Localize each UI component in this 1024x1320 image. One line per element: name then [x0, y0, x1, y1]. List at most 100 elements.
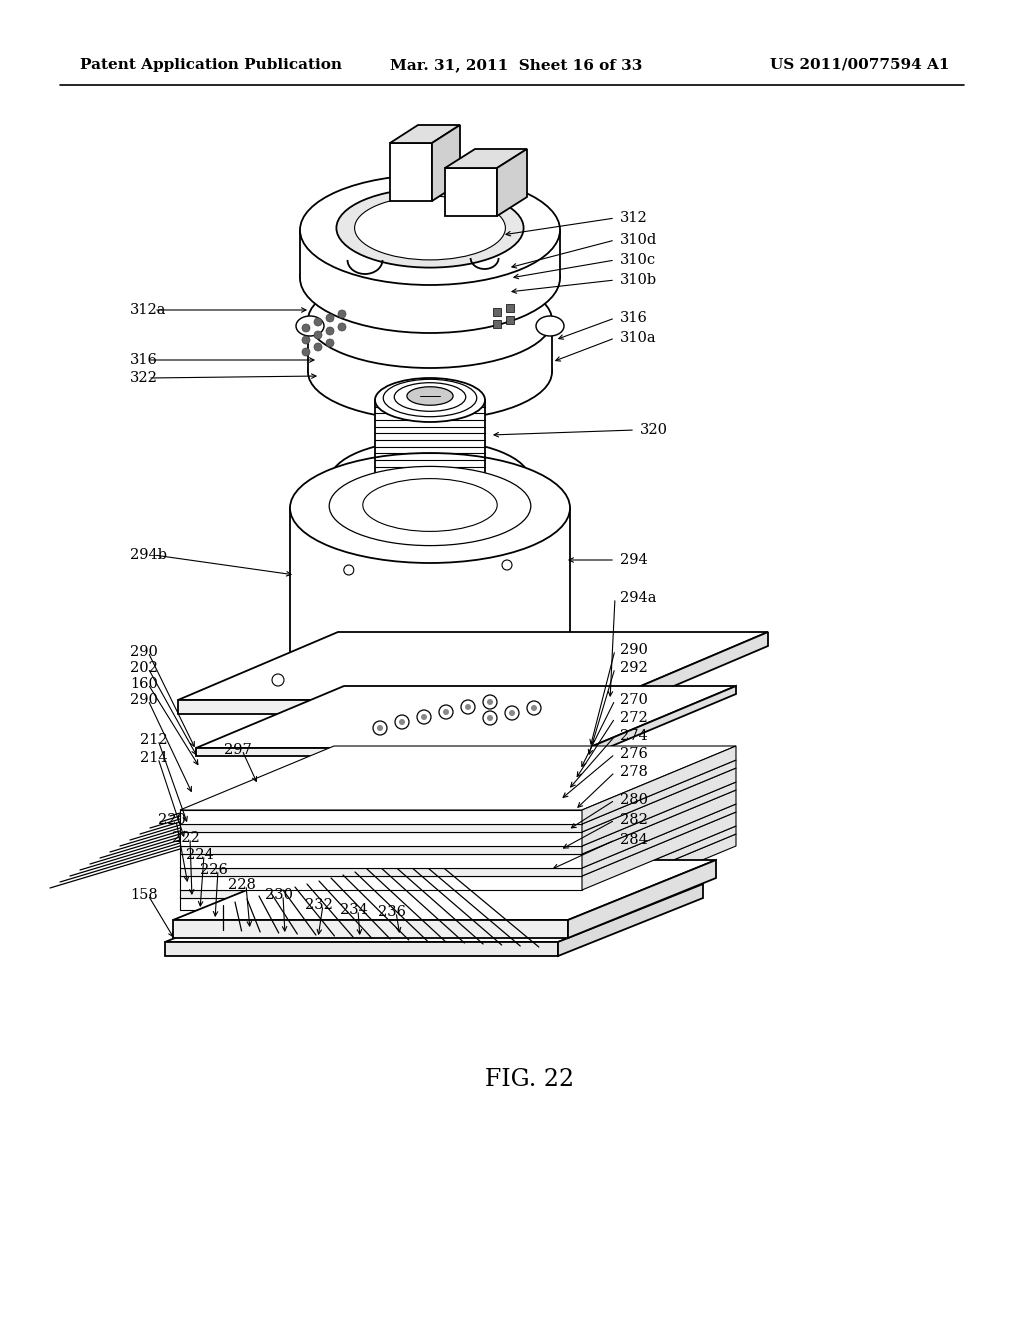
- Circle shape: [338, 310, 346, 318]
- Circle shape: [302, 337, 310, 345]
- Text: 222: 222: [172, 832, 200, 845]
- Circle shape: [368, 777, 373, 783]
- Polygon shape: [582, 812, 736, 890]
- Polygon shape: [568, 861, 716, 939]
- Text: 212: 212: [140, 733, 168, 747]
- Polygon shape: [180, 768, 736, 832]
- Polygon shape: [432, 125, 460, 201]
- Polygon shape: [582, 804, 736, 876]
- Circle shape: [272, 675, 284, 686]
- Circle shape: [364, 774, 376, 785]
- Polygon shape: [445, 149, 527, 168]
- Circle shape: [527, 701, 541, 715]
- Polygon shape: [180, 781, 736, 846]
- Circle shape: [417, 752, 429, 766]
- Text: 272: 272: [620, 711, 648, 725]
- Circle shape: [291, 784, 296, 789]
- Circle shape: [393, 771, 398, 776]
- Polygon shape: [180, 898, 582, 909]
- Text: 270: 270: [620, 693, 648, 708]
- Circle shape: [326, 339, 334, 347]
- Circle shape: [265, 800, 270, 805]
- Polygon shape: [588, 686, 736, 756]
- Polygon shape: [178, 700, 608, 714]
- Ellipse shape: [308, 323, 552, 420]
- Text: 278: 278: [620, 766, 648, 779]
- Circle shape: [393, 762, 398, 767]
- Circle shape: [364, 764, 376, 776]
- Polygon shape: [180, 876, 582, 890]
- Circle shape: [461, 700, 475, 714]
- Polygon shape: [375, 400, 485, 480]
- Circle shape: [312, 785, 324, 797]
- Ellipse shape: [375, 378, 485, 422]
- Polygon shape: [196, 686, 736, 748]
- Circle shape: [421, 756, 426, 762]
- Polygon shape: [582, 760, 736, 832]
- Text: 220: 220: [158, 813, 186, 828]
- Circle shape: [314, 343, 322, 351]
- Text: 202: 202: [130, 661, 158, 675]
- Text: 320: 320: [640, 422, 668, 437]
- Circle shape: [337, 780, 349, 792]
- Text: 310b: 310b: [620, 273, 657, 286]
- Polygon shape: [390, 125, 460, 143]
- Polygon shape: [180, 890, 582, 898]
- Circle shape: [509, 710, 515, 715]
- Bar: [506, 315, 514, 323]
- Text: 294b: 294b: [130, 548, 167, 562]
- Polygon shape: [558, 884, 703, 956]
- Polygon shape: [196, 748, 588, 756]
- Circle shape: [344, 565, 354, 576]
- Circle shape: [390, 758, 402, 770]
- Polygon shape: [180, 804, 736, 869]
- Text: 312: 312: [620, 211, 648, 224]
- Text: 284: 284: [620, 833, 648, 847]
- Circle shape: [465, 704, 471, 710]
- Text: 312a: 312a: [130, 304, 167, 317]
- Ellipse shape: [383, 379, 477, 417]
- Circle shape: [314, 318, 322, 326]
- Polygon shape: [165, 942, 558, 956]
- Text: Patent Application Publication: Patent Application Publication: [80, 58, 342, 73]
- Text: 276: 276: [620, 747, 648, 762]
- Ellipse shape: [329, 466, 530, 545]
- Text: 280: 280: [620, 793, 648, 807]
- Polygon shape: [290, 508, 570, 678]
- Circle shape: [287, 791, 299, 803]
- Circle shape: [487, 715, 493, 721]
- Ellipse shape: [300, 223, 560, 333]
- Text: 294a: 294a: [620, 591, 656, 605]
- Ellipse shape: [362, 479, 498, 532]
- Polygon shape: [180, 854, 582, 869]
- Polygon shape: [608, 632, 768, 714]
- Polygon shape: [390, 143, 432, 201]
- Circle shape: [302, 323, 310, 333]
- Text: 274: 274: [620, 729, 648, 743]
- Bar: [493, 308, 501, 315]
- Circle shape: [337, 770, 349, 781]
- Text: 310d: 310d: [620, 234, 657, 247]
- Polygon shape: [180, 846, 582, 854]
- Ellipse shape: [337, 189, 523, 268]
- Circle shape: [291, 795, 296, 800]
- Polygon shape: [180, 760, 736, 824]
- Circle shape: [262, 797, 274, 809]
- Text: 214: 214: [140, 751, 168, 766]
- Text: 234: 234: [340, 903, 368, 917]
- Polygon shape: [180, 869, 582, 876]
- Bar: [255, 781, 267, 803]
- Ellipse shape: [330, 440, 530, 520]
- Text: US 2011/0077594 A1: US 2011/0077594 A1: [770, 58, 950, 73]
- Circle shape: [315, 788, 321, 793]
- Polygon shape: [165, 884, 703, 942]
- Polygon shape: [180, 824, 582, 832]
- Text: 158: 158: [130, 888, 158, 902]
- Ellipse shape: [330, 462, 530, 543]
- Ellipse shape: [354, 197, 506, 260]
- Polygon shape: [582, 789, 736, 869]
- Ellipse shape: [296, 315, 324, 337]
- Circle shape: [531, 705, 537, 711]
- Bar: [493, 319, 501, 327]
- Circle shape: [390, 768, 402, 780]
